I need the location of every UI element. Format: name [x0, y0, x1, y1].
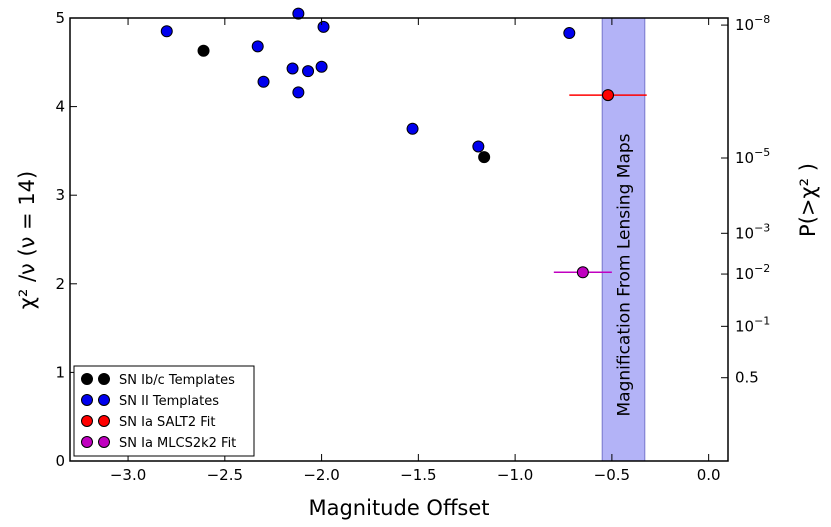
- data-point: [576, 266, 589, 279]
- legend-marker: [98, 415, 110, 427]
- y2-tick-label: 0.5: [735, 369, 759, 387]
- legend-marker: [81, 436, 93, 448]
- data-point: [302, 65, 315, 78]
- data-point: [257, 75, 270, 88]
- legend-label: SN Ia SALT2 Fit: [119, 415, 215, 430]
- x-axis-ticks: −3.0 −2.5 −2.0 −1.5 −1.0 −0.5 0.0: [110, 18, 721, 484]
- legend-marker: [98, 436, 110, 448]
- x-tick-label: −2.5: [207, 466, 243, 484]
- data-point: [563, 27, 576, 40]
- x-tick-label: 0.0: [697, 466, 721, 484]
- data-marks: [160, 7, 647, 279]
- legend-label: SN II Templates: [119, 394, 219, 409]
- data-point: [317, 20, 330, 33]
- plot-border: [69, 17, 729, 462]
- legend-marker: [81, 394, 93, 406]
- data-point: [197, 44, 210, 57]
- y2-tick-label: 10−8: [735, 13, 770, 34]
- band-label: Magnification From Lensing Maps: [614, 133, 634, 416]
- data-point: [478, 151, 491, 164]
- axes-frame: [69, 17, 729, 462]
- data-point: [315, 60, 328, 73]
- legend-marker: [98, 373, 110, 385]
- data-point: [472, 140, 485, 153]
- y2-axis-ticks: 10−8 10−5 10−3 10−2 10−1 0.5: [721, 13, 770, 387]
- x-axis-label: Magnitude Offset: [308, 496, 489, 520]
- data-point: [292, 86, 305, 99]
- y2-tick-label: 10−3: [735, 221, 770, 242]
- legend-marker: [81, 373, 93, 385]
- x-tick-label: −3.0: [110, 466, 146, 484]
- y-tick-label: 2: [55, 275, 65, 293]
- legend-marker: [98, 394, 110, 406]
- y-tick-label: 1: [55, 363, 65, 381]
- legend: SN Ib/c Templates SN II Templates SN Ia SA…: [73, 365, 255, 457]
- data-point: [286, 62, 299, 75]
- data-point: [160, 25, 173, 38]
- y-tick-label: 5: [55, 9, 65, 27]
- data-point: [406, 122, 419, 135]
- x-tick-label: −2.0: [303, 466, 339, 484]
- x-tick-label: −1.5: [400, 466, 436, 484]
- y-tick-label: 4: [55, 98, 65, 116]
- y-axis-label: χ² /ν (ν = 14): [15, 171, 39, 310]
- y2-tick-label: 10−1: [735, 314, 770, 335]
- data-point: [602, 89, 615, 102]
- x-tick-label: −1.0: [497, 466, 533, 484]
- legend-marker: [81, 415, 93, 427]
- y-tick-label: 3: [55, 186, 65, 204]
- y2-tick-label: 10−5: [735, 146, 770, 167]
- legend-label: SN Ia MLCS2k2 Fit: [119, 436, 236, 451]
- y2-tick-label: 10−2: [735, 262, 770, 283]
- y2-axis-label: P(>χ² ): [796, 163, 820, 237]
- y-tick-label: 0: [55, 452, 65, 470]
- data-point: [251, 40, 264, 53]
- data-point: [292, 7, 305, 20]
- legend-label: SN Ib/c Templates: [119, 373, 235, 388]
- x-tick-label: −0.5: [594, 466, 630, 484]
- y-axis-ticks: 0 1 2 3 4 5: [55, 9, 77, 470]
